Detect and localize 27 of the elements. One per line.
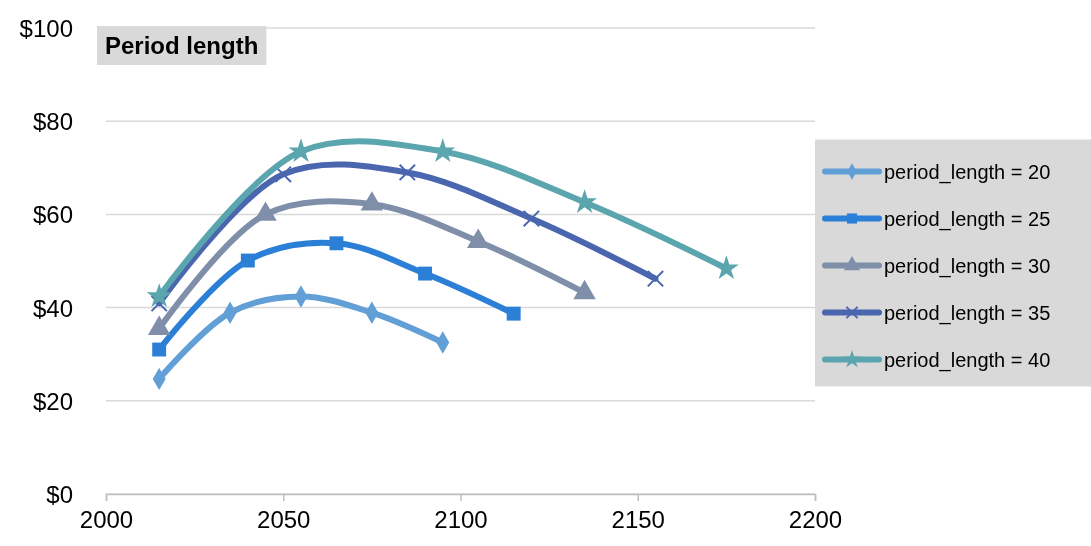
x-tick-label: 2000 [79,506,134,533]
point [152,342,167,357]
legend-label: period_length = 25 [884,207,1051,231]
point [506,306,521,321]
point [240,253,255,268]
y-tick-label: $20 [32,387,73,415]
point [146,283,172,308]
chart-title: Period length [105,32,259,59]
point [274,165,292,184]
legend-label: period_length = 35 [884,301,1051,325]
point [646,270,665,288]
y-tick-label: $60 [32,201,73,229]
x-tick-label: 2200 [788,506,843,533]
y-tick-label: $0 [46,480,73,508]
y-tick-label: $80 [32,108,73,136]
legend-label: period_length = 20 [884,160,1051,184]
point [398,163,417,182]
x-tick-label: 2100 [434,506,488,533]
legend-label: period_length = 40 [884,348,1051,372]
y-tick-label: $100 [19,14,73,42]
x-tick-label: 2050 [257,506,311,533]
x-tick-label: 2150 [611,506,665,533]
y-tick-label: $40 [32,294,73,322]
point [522,209,541,228]
legend-label: period_length = 30 [884,254,1051,278]
point [329,236,344,251]
point [418,266,433,281]
